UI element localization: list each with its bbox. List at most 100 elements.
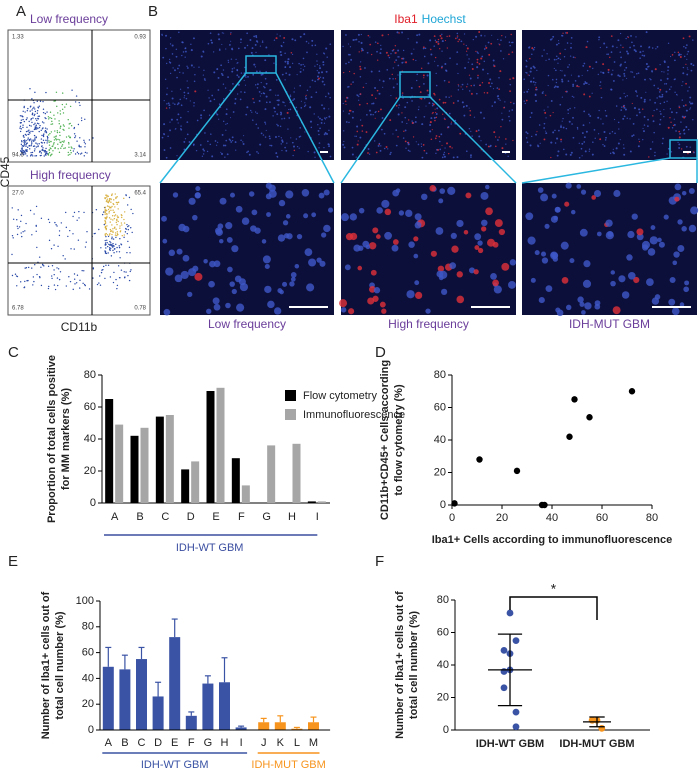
event (79, 287, 81, 289)
nucleus (284, 66, 287, 68)
event (42, 147, 44, 149)
nucleus (643, 124, 646, 126)
nucleus (382, 86, 384, 88)
event (74, 153, 77, 155)
iba1-cell (583, 93, 586, 96)
nucleus (236, 62, 238, 64)
nucleus (684, 47, 687, 49)
nucleus (581, 132, 584, 134)
nucleus (241, 217, 250, 225)
nucleus (533, 46, 536, 49)
nucleus (343, 140, 345, 142)
nucleus (293, 87, 296, 89)
iba1-cell (492, 279, 499, 287)
nucleus (489, 85, 492, 88)
nucleus (319, 260, 326, 267)
event (107, 201, 109, 203)
x-tick-label: I (316, 511, 319, 523)
nucleus (508, 280, 516, 289)
nucleus (298, 147, 300, 149)
event (113, 211, 115, 214)
event (69, 229, 71, 232)
nucleus (441, 156, 444, 159)
nucleus (564, 32, 567, 34)
nucleus (444, 63, 447, 66)
nucleus (623, 92, 625, 94)
nucleus (360, 47, 363, 50)
nucleus (396, 83, 398, 85)
event (20, 119, 23, 121)
event (74, 135, 77, 137)
event (84, 143, 87, 145)
nucleus (325, 47, 328, 50)
event (36, 119, 38, 122)
nucleus (558, 129, 560, 132)
nucleus (166, 93, 168, 96)
nucleus (414, 120, 417, 123)
event (57, 148, 59, 150)
nucleus (257, 152, 260, 154)
iba1-cell (350, 83, 352, 85)
event (121, 235, 123, 237)
nucleus (557, 57, 560, 60)
event (28, 133, 30, 136)
event (31, 139, 33, 141)
nucleus (358, 207, 365, 214)
nucleus (677, 141, 679, 144)
nucleus (366, 51, 369, 54)
nucleus (610, 280, 616, 287)
event (55, 91, 58, 93)
nucleus (426, 74, 429, 77)
nucleus (440, 133, 443, 136)
nucleus (192, 214, 198, 221)
nucleus (466, 54, 468, 56)
nucleus (304, 248, 313, 257)
event (106, 242, 108, 244)
nucleus (314, 80, 316, 83)
iba1-cell (450, 121, 453, 123)
nucleus (583, 110, 586, 113)
nucleus (342, 143, 345, 146)
nucleus (213, 303, 221, 311)
iba1-cell (480, 57, 483, 60)
event (76, 274, 79, 276)
event (46, 151, 48, 153)
iba1-cell (636, 228, 644, 236)
event (86, 231, 88, 233)
event (110, 242, 112, 244)
event (79, 153, 82, 155)
nucleus (626, 50, 628, 53)
event (127, 225, 129, 228)
x-tick-label: H (221, 737, 229, 749)
nucleus (369, 113, 372, 116)
nucleus (313, 151, 316, 154)
quadrant-value: 27.0 (12, 191, 24, 197)
event (41, 145, 43, 147)
nucleus (226, 236, 233, 243)
nucleus (528, 46, 531, 49)
nucleus (498, 43, 500, 45)
nucleus (644, 78, 646, 81)
event (83, 270, 85, 272)
nucleus (314, 65, 316, 67)
nucleus (275, 94, 277, 96)
nucleus (237, 83, 240, 86)
nucleus (439, 140, 441, 143)
nucleus (256, 151, 258, 153)
group-label: IDH-WT GBM (176, 542, 244, 554)
iba1-cell (503, 106, 505, 109)
event (111, 205, 113, 208)
nucleus (649, 147, 652, 150)
iba1-cell (375, 234, 381, 239)
nucleus (615, 105, 618, 107)
event (47, 118, 50, 120)
nucleus (392, 67, 395, 69)
nucleus (690, 206, 699, 215)
event (68, 143, 70, 145)
nucleus (550, 100, 553, 102)
event (58, 234, 61, 237)
event (35, 155, 38, 157)
event (61, 103, 64, 106)
nucleus (225, 48, 227, 50)
event (64, 258, 66, 260)
